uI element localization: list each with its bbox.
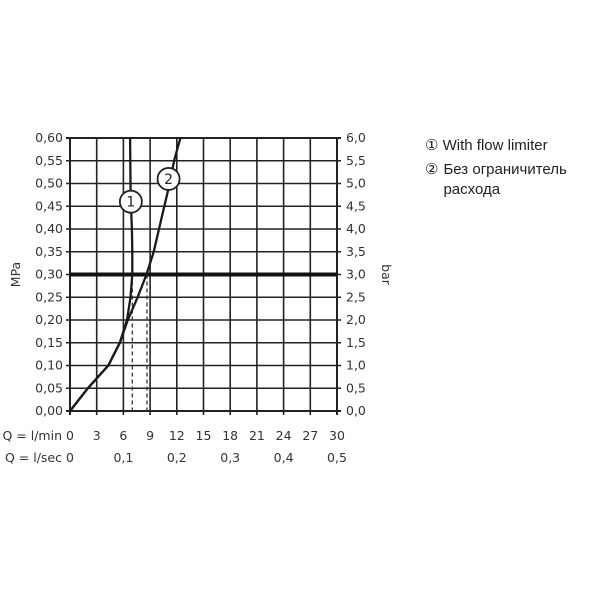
y-tick-label: 0,45 <box>35 198 63 213</box>
x-tick-label: 24 <box>276 428 292 443</box>
y-tick-label: 0,55 <box>35 153 63 168</box>
y2-tick-label: 1,0 <box>346 358 366 373</box>
y-tick-label: 0,05 <box>35 380 63 395</box>
x2-tick-label: 0,5 <box>327 450 347 465</box>
y2-tick-label: 0,0 <box>346 403 366 418</box>
y-axis-label: MPa <box>8 262 23 287</box>
x2-axis-label: Q = l/sec <box>5 450 62 465</box>
y-tick-label: 0,40 <box>35 221 63 236</box>
x-axis-label: Q = l/min <box>2 428 62 443</box>
legend-label-2: Без ограничитель расхода <box>443 161 567 198</box>
series-label-circle-1 <box>118 189 143 214</box>
x-tick-label: 15 <box>196 428 212 443</box>
y2-tick-label: 4,0 <box>346 221 366 236</box>
y2-tick-label: 5,0 <box>346 176 366 191</box>
x-tick-label: 12 <box>169 428 185 443</box>
y2-tick-label: 1,5 <box>346 335 366 350</box>
legend-marker-1: ① <box>425 137 439 154</box>
series-label-1: 1 <box>126 195 135 211</box>
y-tick-label: 0,20 <box>35 312 63 327</box>
x2-tick-label: 0,1 <box>113 450 133 465</box>
x2-tick-label: 0,3 <box>220 450 240 465</box>
y2-tick-label: 2,5 <box>346 289 366 304</box>
y-tick-label: 0,50 <box>35 176 63 191</box>
legend-marker-2: ② <box>425 161 439 178</box>
x-tick-label: 30 <box>329 428 345 443</box>
x-tick-label: 6 <box>119 428 127 443</box>
legend-item-2: ② Без ограничитель расхода <box>425 160 583 200</box>
legend-label-1: With flow limiter <box>442 137 548 154</box>
y-tick-label: 0,10 <box>35 358 63 373</box>
y2-tick-label: 6,0 <box>346 130 366 145</box>
legend-item-1: ① With flow limiter <box>425 136 583 156</box>
y-tick-label: 0,15 <box>35 335 63 350</box>
x2-tick-label: 0 <box>66 450 74 465</box>
x-tick-label: 0 <box>66 428 74 443</box>
x-tick-label: 3 <box>93 428 101 443</box>
y-tick-label: 0,00 <box>35 403 63 418</box>
series-label-circle-2 <box>156 167 181 191</box>
y2-tick-label: 5,5 <box>346 153 366 168</box>
x-tick-label: 21 <box>249 428 265 443</box>
x2-tick-label: 0,4 <box>274 450 294 465</box>
x2-tick-label: 0,2 <box>167 450 187 465</box>
y-tick-label: 0,35 <box>35 244 63 259</box>
y-tick-label: 0,25 <box>35 289 63 304</box>
y-tick-label: 0,60 <box>35 130 63 145</box>
y2-tick-label: 0,5 <box>346 380 366 395</box>
y2-axis-label: bar <box>379 264 394 286</box>
series-label-2: 2 <box>164 172 173 188</box>
x-tick-label: 9 <box>146 428 154 443</box>
y-tick-label: 0,30 <box>35 267 63 282</box>
y2-tick-label: 2,0 <box>346 312 366 327</box>
y2-tick-label: 3,0 <box>346 267 366 282</box>
x-tick-label: 27 <box>302 428 318 443</box>
y2-tick-label: 4,5 <box>346 198 366 213</box>
legend: ① With flow limiter ② Без ограничитель ра… <box>425 136 583 204</box>
y2-tick-label: 3,5 <box>346 244 366 259</box>
x-tick-label: 18 <box>222 428 238 443</box>
